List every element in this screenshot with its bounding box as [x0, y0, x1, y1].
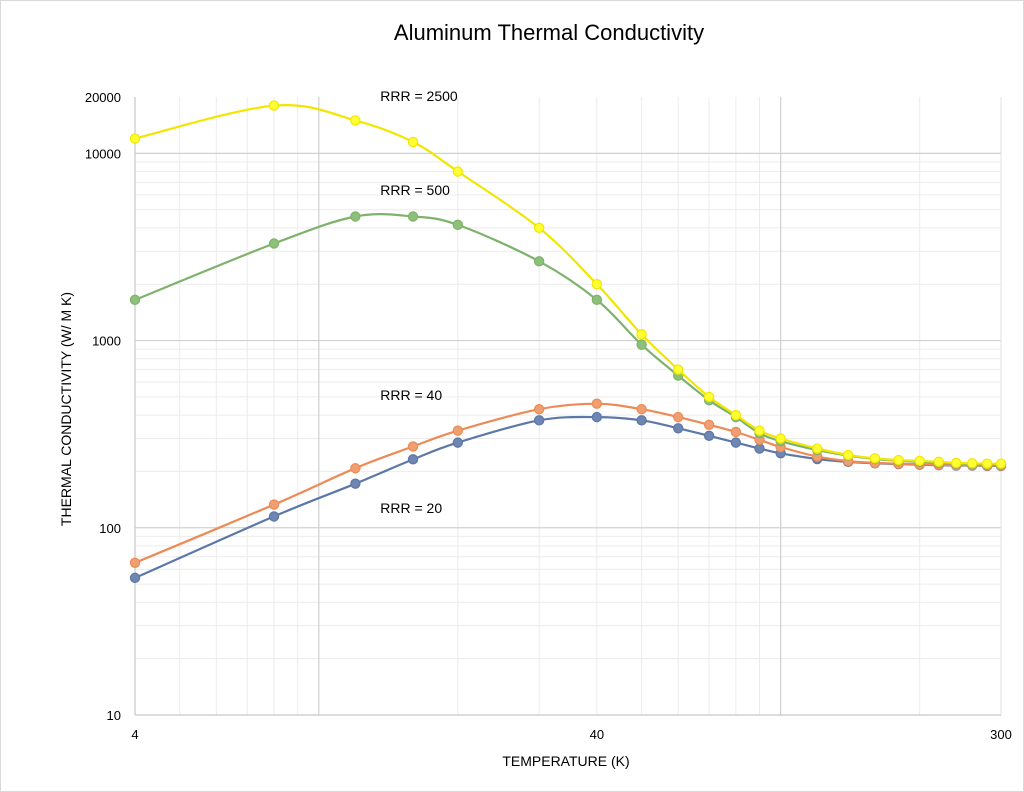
data-point: [533, 415, 545, 426]
data-point: [812, 443, 823, 454]
data-point: [636, 415, 647, 426]
series-label: RRR = 2500: [380, 88, 458, 104]
data-point: [893, 454, 904, 466]
data-point: [407, 454, 419, 465]
data-point: [672, 411, 684, 423]
data-point: [842, 449, 854, 461]
data-point: [129, 557, 141, 569]
data-point: [268, 511, 280, 522]
data-point: [533, 403, 545, 415]
data-point: [129, 294, 141, 306]
data-point: [533, 256, 545, 267]
data-point: [268, 238, 280, 249]
data-point: [407, 211, 419, 222]
data-point: [869, 453, 881, 464]
axes: [134, 97, 1001, 716]
series-line: [134, 415, 1002, 579]
series-3: [129, 398, 1007, 569]
data-point: [591, 279, 603, 290]
data-point: [407, 136, 419, 148]
data-point: [995, 458, 1007, 469]
data-point: [914, 455, 925, 466]
x-tick-label: 4: [131, 727, 138, 742]
data-point: [533, 222, 545, 234]
data-point: [754, 443, 765, 454]
data-point: [703, 391, 715, 403]
y-tick-label: 100: [99, 521, 121, 536]
data-point: [452, 437, 464, 448]
x-tick-label: 40: [590, 727, 604, 742]
y-tick-label: 20000: [85, 90, 121, 105]
data-point: [636, 339, 647, 350]
data-point: [730, 426, 742, 438]
series-line: [134, 402, 1002, 564]
data-point: [129, 133, 141, 144]
data-point: [933, 456, 944, 468]
data-point: [452, 425, 464, 436]
data-point: [350, 478, 361, 489]
data-point: [591, 294, 603, 306]
data-point: [636, 403, 647, 415]
data-point: [754, 425, 765, 436]
x-tick-label: 300: [990, 727, 1012, 742]
data-point: [591, 398, 603, 409]
data-point: [350, 463, 361, 474]
series-1: [129, 100, 1007, 469]
data-point: [951, 457, 962, 469]
y-tick-label: 10000: [85, 146, 121, 161]
series-label: RRR = 20: [380, 500, 442, 516]
data-point: [636, 329, 647, 340]
series-annotations: RRR = 2500 RRR = 500 RRR = 40 RRR = 20: [380, 88, 458, 516]
data-point: [672, 423, 684, 434]
series-layer: [129, 100, 1007, 584]
data-point: [452, 219, 464, 231]
data-point: [703, 419, 715, 430]
minor-gridlines: [135, 97, 1001, 715]
data-point: [967, 458, 978, 469]
y-tick-label: 1000: [92, 334, 121, 349]
data-point: [591, 411, 603, 423]
data-point: [775, 433, 786, 444]
major-gridlines: [135, 97, 1002, 715]
data-point: [407, 441, 419, 452]
y-axis-title: THERMAL CONDUCTIVITY (W/ M K): [58, 292, 74, 526]
series-label: RRR = 40: [380, 387, 442, 403]
data-point: [703, 430, 715, 441]
data-point: [981, 458, 993, 469]
data-point: [268, 100, 280, 111]
data-point: [730, 437, 742, 448]
x-axis-title: TEMPERATURE (K): [502, 753, 629, 769]
series-label: RRR = 500: [380, 182, 450, 198]
data-point: [452, 166, 464, 177]
data-point: [268, 499, 280, 510]
chart-title: Aluminum Thermal Conductivity: [394, 20, 704, 45]
data-point: [672, 364, 684, 375]
tick-labels: 4 40 300 10 100 1000 10000 20000: [85, 90, 1012, 742]
data-point: [350, 115, 361, 126]
data-point: [350, 211, 361, 222]
data-point: [730, 409, 742, 421]
y-tick-label: 10: [107, 708, 121, 723]
data-point: [129, 572, 141, 584]
